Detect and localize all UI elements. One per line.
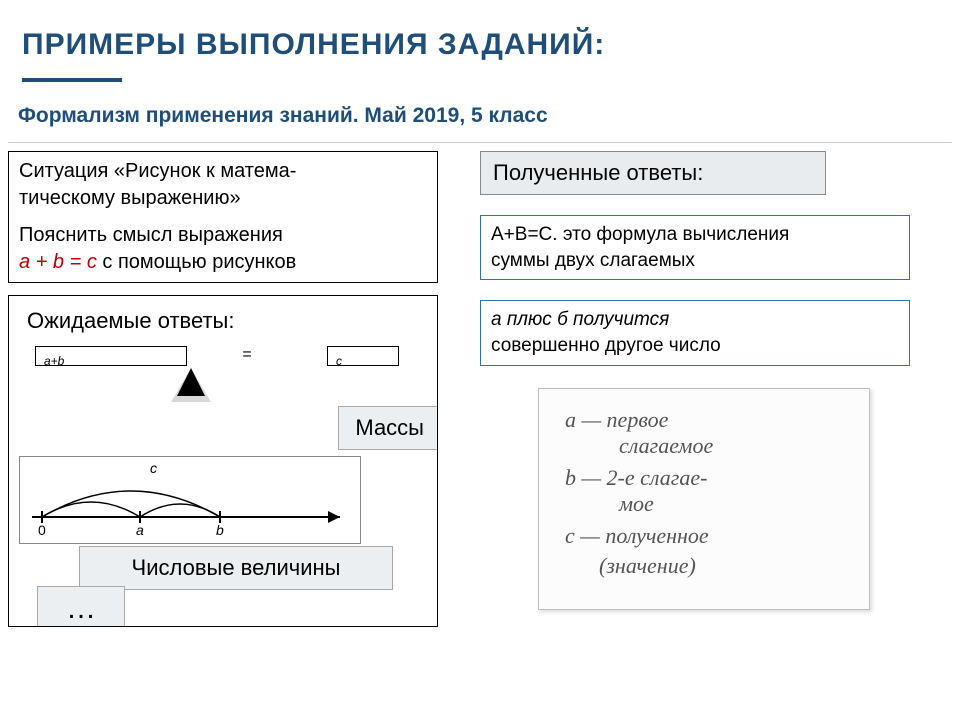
svg-text:(значение): (значение) [599, 553, 696, 578]
handwritten-note: a — первое слагаемое b — 2-е слагае- мое… [538, 388, 870, 610]
label-dots: … [37, 586, 125, 627]
right-column: Полученные ответы: A+B=C. это формула вы… [480, 151, 950, 627]
svg-text:b: b [216, 522, 224, 538]
expected-header: Ожидаемые ответы: [19, 302, 427, 338]
situation-box: Ситуация «Рисунок к матема- тическому вы… [8, 151, 438, 283]
page-title: ПРИМЕРЫ ВЫПОЛНЕНИЯ ЗАДАНИЙ: [0, 0, 960, 68]
content-columns: Ситуация «Рисунок к матема- тическому вы… [0, 143, 960, 627]
svg-text:a — первое: a — первое [565, 407, 669, 432]
answer1-line2: суммы двух слагаемых [491, 250, 695, 271]
answer-box-2: а плюс б получится совершенно другое чис… [480, 300, 910, 365]
answers-header: Полученные ответы: [480, 151, 826, 195]
balance-right-bar: c [327, 346, 399, 366]
svg-text:слагаемое: слагаемое [619, 433, 713, 458]
svg-text:мое: мое [618, 491, 654, 516]
expected-box: Ожидаемые ответы: a+b = c Массы [8, 295, 438, 627]
left-column: Ситуация «Рисунок к матема- тическому вы… [8, 151, 464, 627]
balance-right-label: c [336, 353, 342, 369]
svg-text:0: 0 [38, 522, 46, 538]
explain-pre: Пояснить смысл выражения [19, 224, 283, 246]
page-subtitle: Формализм применения знаний. Май 2019, 5… [0, 82, 960, 142]
label-numeric: Числовые величины [79, 546, 393, 590]
svg-text:c — полученное: c — полученное [565, 523, 709, 548]
situation-explain: Пояснить смысл выражения a + b = c с пом… [19, 222, 427, 276]
label-mass: Массы [338, 406, 438, 450]
situation-line1: Ситуация «Рисунок к матема- [19, 158, 427, 185]
balance-left-label: a+b [44, 353, 64, 369]
balance-left-bar: a+b [35, 346, 187, 366]
svg-text:b — 2-е слагае-: b — 2-е слагае- [565, 465, 707, 490]
numberline-diagram: 0 a b c [19, 456, 361, 544]
svg-text:a: a [136, 522, 144, 538]
fulcrum-icon [177, 368, 205, 396]
answer-box-1: A+B=C. это формула вычисления суммы двух… [480, 215, 910, 280]
situation-line2: тическому выражению» [19, 185, 427, 212]
balance-eq: = [197, 346, 297, 364]
explain-post: с помощью рисунков [102, 251, 296, 273]
svg-text:c: c [150, 460, 157, 476]
formula: a + b = c [19, 251, 97, 273]
answer2-line1: а плюс б получится [491, 309, 669, 330]
answer1-line1: A+B=C. это формула вычисления [491, 224, 789, 245]
answer2-line2: совершенно другое число [491, 335, 721, 356]
